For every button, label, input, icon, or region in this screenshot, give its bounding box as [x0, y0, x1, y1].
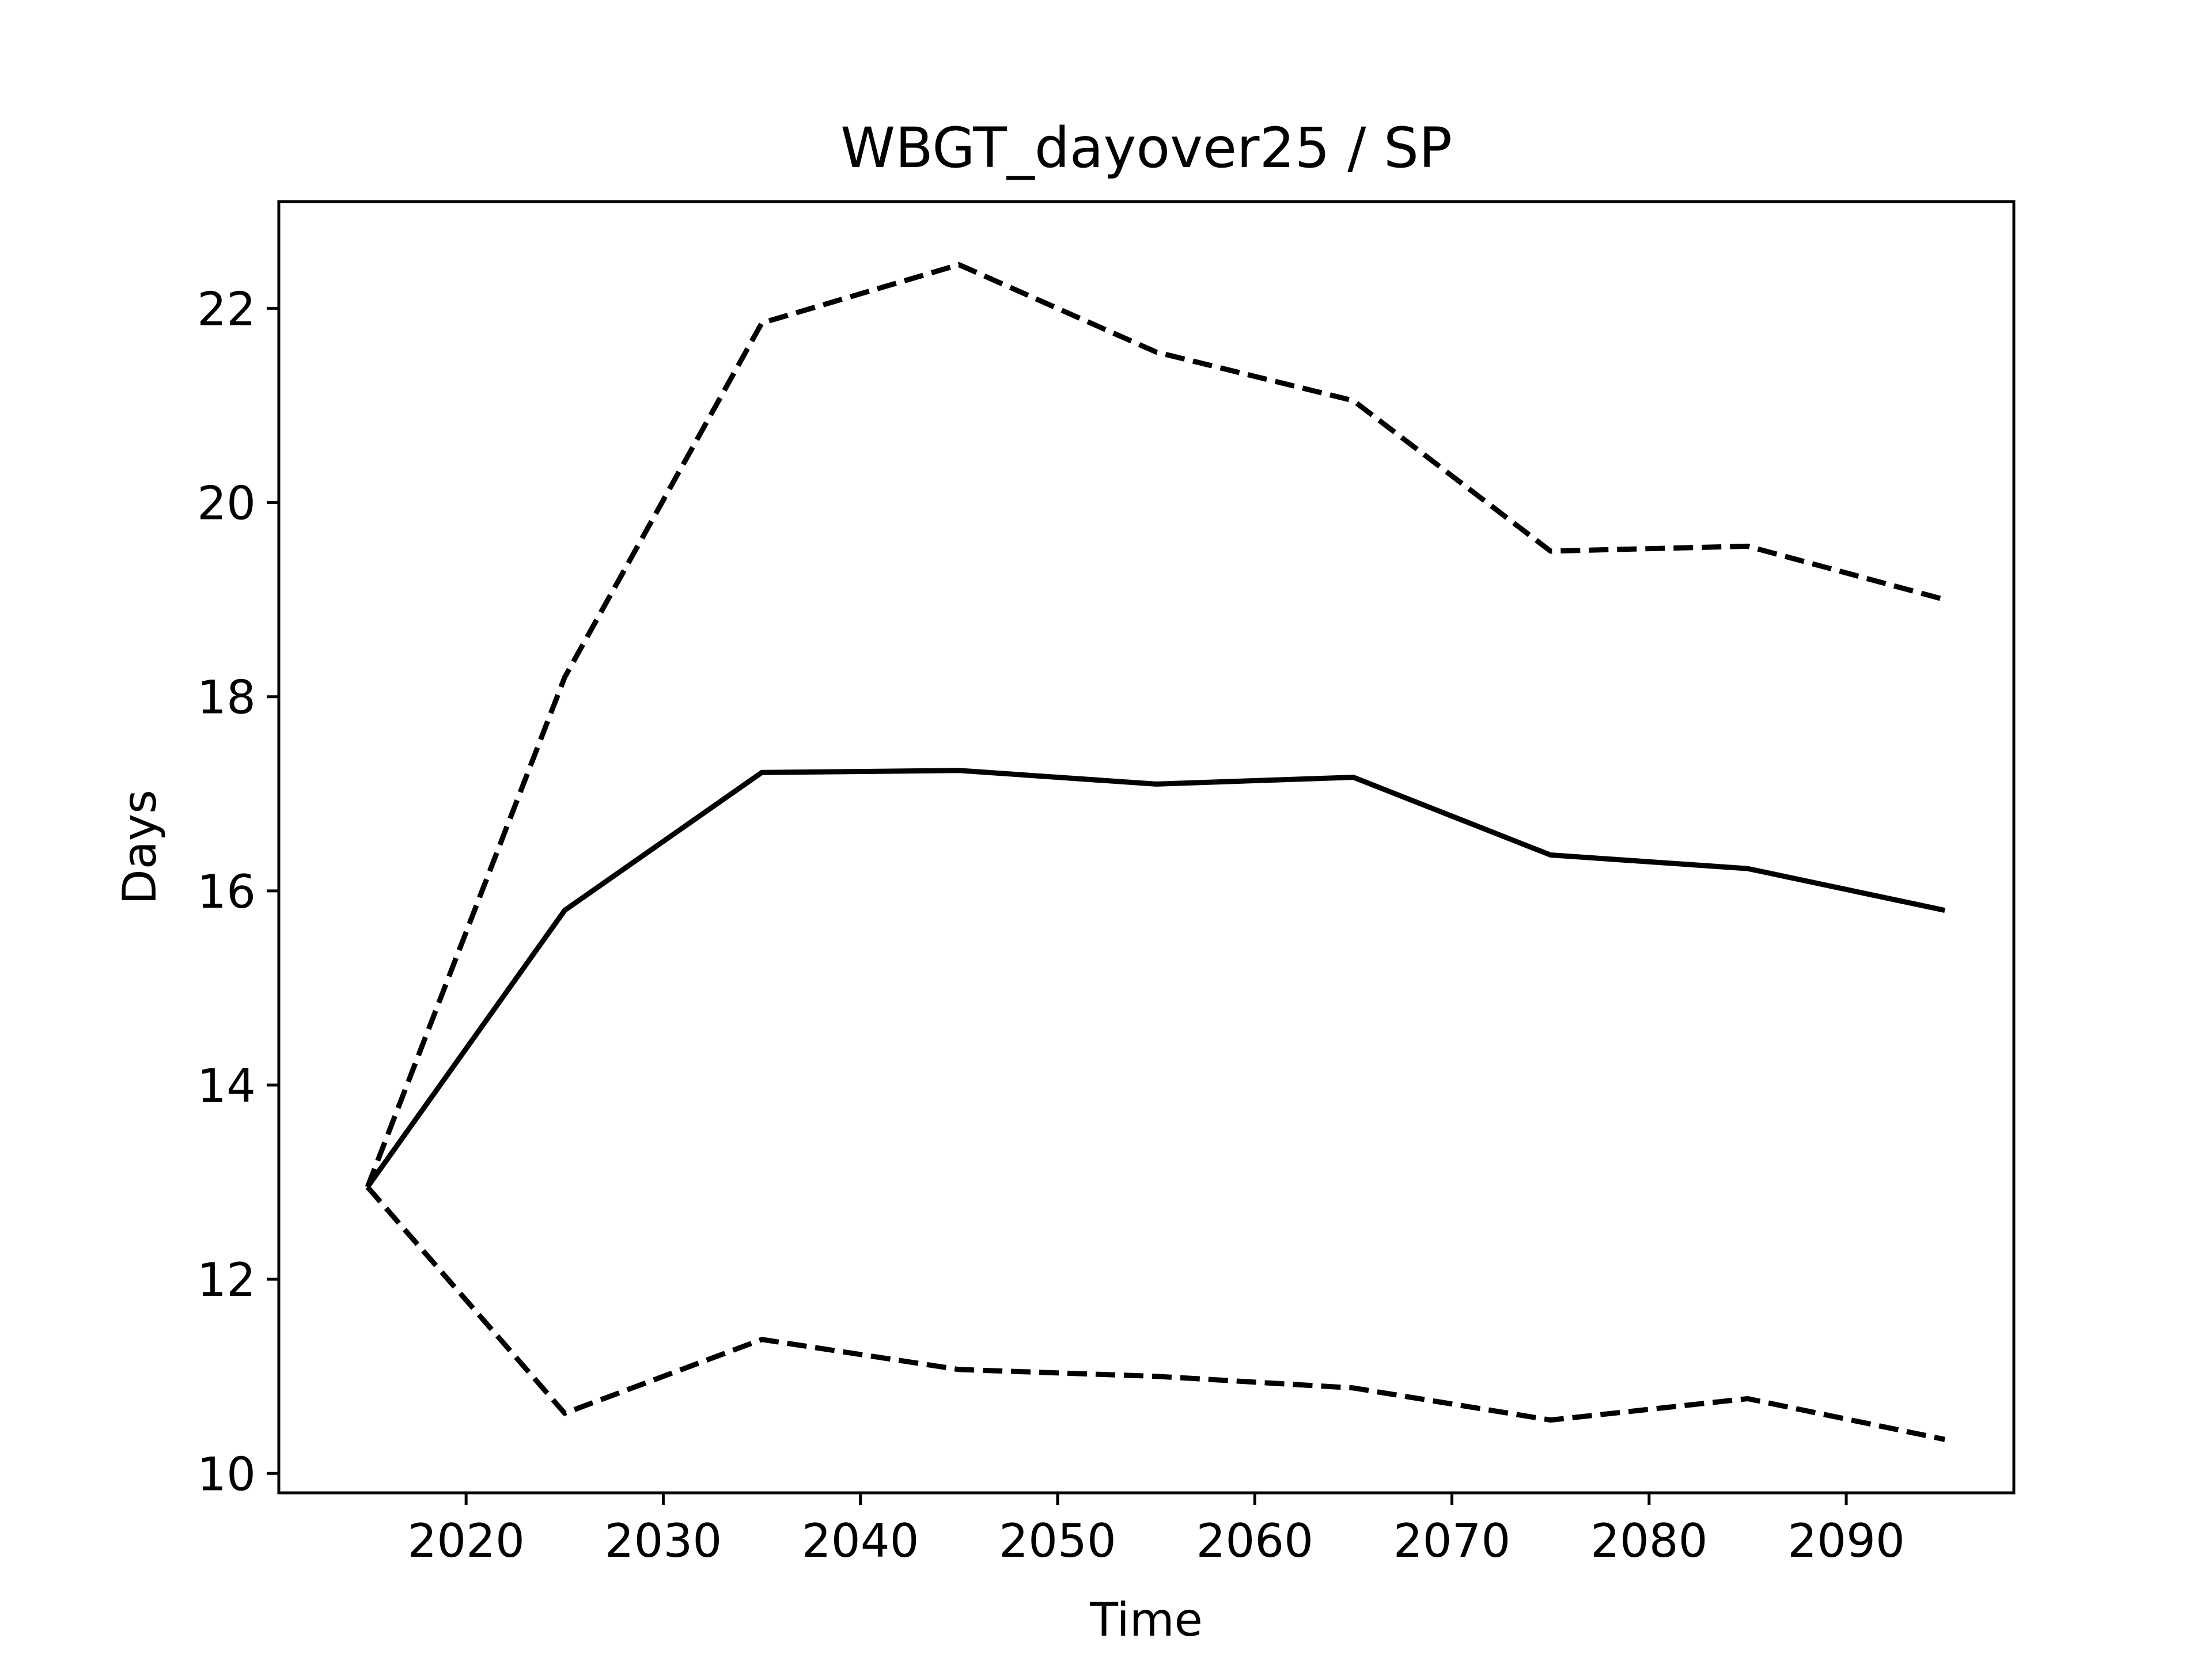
- x-tick-label: 2080: [1590, 1514, 1708, 1568]
- x-tick-label: 2030: [605, 1514, 722, 1568]
- series-lines: [365, 262, 1946, 1442]
- x-tick-label: 2090: [1787, 1514, 1905, 1568]
- x-tick-label: 2070: [1393, 1514, 1511, 1568]
- y-axis-label: Days: [113, 790, 166, 905]
- series-line-2: [365, 768, 1946, 1189]
- y-tick-label: 18: [197, 671, 256, 725]
- series-line-3: [365, 1185, 1946, 1442]
- plot-frame: [277, 200, 2016, 1495]
- y-tick-label: 22: [197, 282, 256, 336]
- x-tick-label: 2050: [999, 1514, 1116, 1568]
- x-tick-label: 2040: [802, 1514, 919, 1568]
- series-line-1: [365, 262, 1946, 1188]
- x-tick-label: 2020: [407, 1514, 525, 1568]
- axis-ticks: 2020 2030 2040 2050 2060 2070 2080 2090 10 12 14 16…: [197, 282, 1905, 1568]
- y-tick-label: 20: [197, 477, 256, 530]
- y-tick-label: 14: [197, 1059, 256, 1113]
- chart-title: WBGT_dayover25 / SP: [840, 116, 1452, 180]
- y-tick-label: 12: [197, 1253, 256, 1307]
- y-tick-label: 16: [197, 865, 256, 919]
- x-axis-label: Time: [1089, 1593, 1203, 1647]
- y-tick-label: 10: [197, 1447, 256, 1501]
- x-tick-label: 2060: [1196, 1514, 1313, 1568]
